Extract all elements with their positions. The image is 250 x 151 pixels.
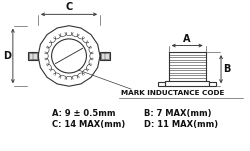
Bar [100,52,109,60]
Bar [28,52,38,60]
Text: MARK INDUCTANCE CODE: MARK INDUCTANCE CODE [121,90,224,96]
Circle shape [52,39,86,73]
Text: B: 7 MAX(mm): B: 7 MAX(mm) [143,109,210,118]
Text: A: 9 ± 0.5mm: A: 9 ± 0.5mm [52,109,115,118]
Text: D: D [3,51,11,61]
Polygon shape [38,26,100,86]
Bar [29,53,37,59]
Text: B: B [222,64,230,74]
Bar [164,80,208,86]
Text: D: 11 MAX(mm): D: 11 MAX(mm) [143,120,217,129]
Text: A: A [183,34,190,44]
Bar [158,82,164,86]
Bar [100,53,108,59]
Bar [208,82,215,86]
Text: C: 14 MAX(mm): C: 14 MAX(mm) [52,120,124,129]
Text: C: C [65,2,72,12]
